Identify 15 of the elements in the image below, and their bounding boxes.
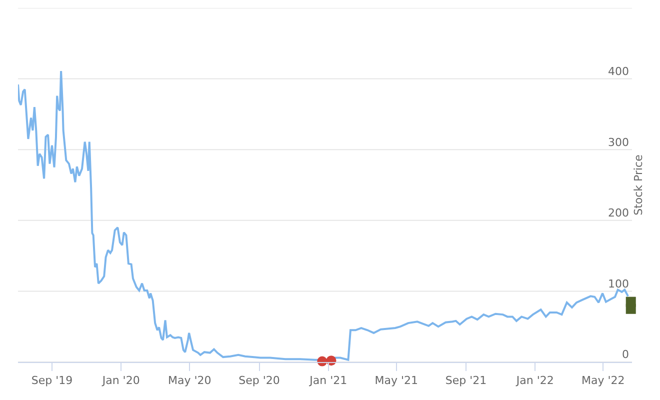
x-tick-label: May '21 [374, 374, 418, 388]
x-tick-label: Jan '21 [308, 374, 348, 388]
x-tick-label: Jan '20 [101, 374, 140, 388]
y-tick-label: 400 [608, 64, 629, 78]
y-tick-label: 0 [622, 348, 629, 362]
x-tick-label: Sep '19 [31, 374, 73, 388]
x-tick-label: May '20 [168, 374, 212, 388]
x-tick-label: Jan '22 [515, 374, 554, 388]
y-tick-label: 200 [608, 206, 629, 220]
y-tick-label: 300 [608, 136, 629, 149]
y-axis-title: Stock Price [632, 154, 646, 216]
x-tick-label: May '22 [581, 374, 625, 388]
x-tick-label: Sep '20 [238, 374, 280, 388]
x-tick-label: Sep '21 [445, 374, 487, 388]
y-tick-label: 100 [608, 277, 629, 290]
